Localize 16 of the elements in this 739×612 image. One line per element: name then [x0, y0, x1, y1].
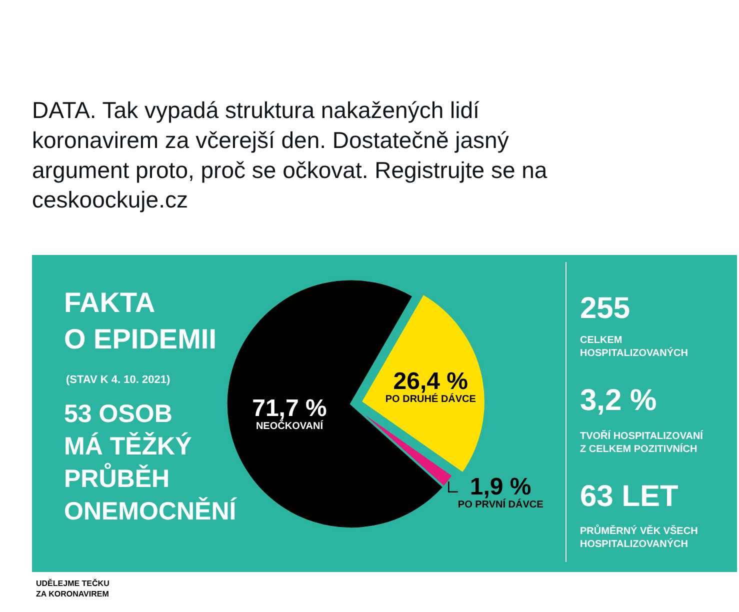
- text: UDĚLEJME TEČKU ZA KORONAVIREM: [36, 578, 110, 598]
- text: 255: [580, 292, 630, 325]
- slice-label: NEOČKOVANÍ: [256, 420, 324, 432]
- text: FAKTA O EPIDEMII: [64, 287, 216, 354]
- slice-label: PO DRUHÉ DÁVCE: [385, 392, 476, 405]
- data-label: 1,9 %: [470, 473, 532, 500]
- text: 3,2 %: [580, 384, 657, 417]
- text: 53 OSOB MÁ TĚŽKÝ PRŮBĚH ONEMOCNĚNÍ: [64, 400, 238, 526]
- text: CELKEM HOSPITALIZOVANÝCH: [580, 335, 688, 359]
- text: DATA. Tak vypadá struktura nakažených lidí koronavirem za včerejší den. Dostatečně jasný argument proto, proč se očkovat. Registrujte se na ceskoockuje.cz: [32, 97, 548, 213]
- text: PRŮMĚRNÝ VĚK VŠECH HOSPITALIZOVANÝCH: [580, 524, 698, 550]
- text: (STAV K 4. 10. 2021): [66, 374, 170, 386]
- text: TVOŘÍ HOSPITALIZOVANÍ Z CELKEM POZITIVNÍCH: [580, 430, 704, 455]
- data-label: 26,4 %: [393, 368, 468, 395]
- text: 63 LET: [580, 480, 678, 513]
- slice-label: PO PRVNÍ DÁVCE: [458, 498, 544, 510]
